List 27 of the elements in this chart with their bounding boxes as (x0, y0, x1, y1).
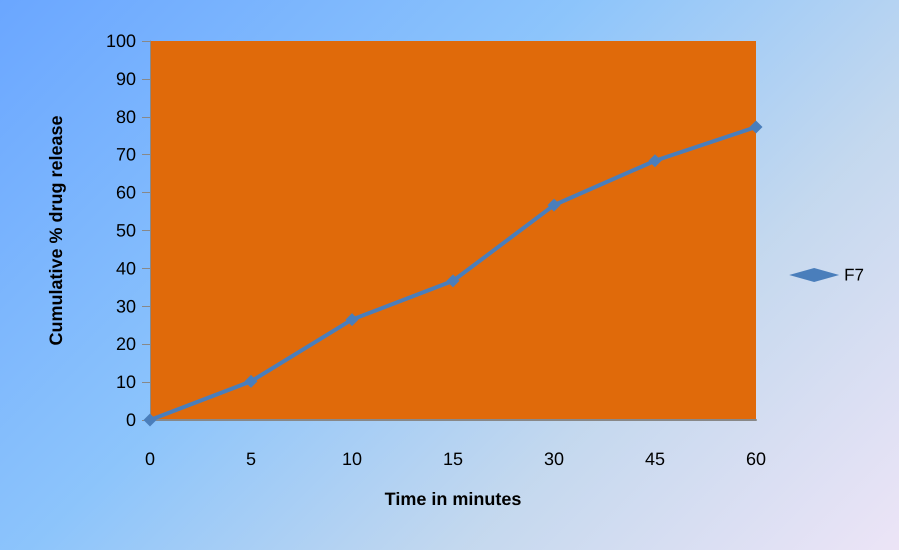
x-tick-label: 15 (442, 449, 464, 469)
point (548, 198, 560, 212)
y-tick-label: 80 (116, 106, 136, 127)
point (346, 313, 358, 326)
y-tick-label: 70 (116, 144, 136, 165)
legend-label: F7 (844, 266, 864, 284)
y-tick-label: 20 (116, 334, 136, 354)
x-axis-title: Time in minutes (384, 489, 522, 509)
x-tick-label: 60 (746, 449, 766, 469)
y-axis-title: Cumulative % drug release (46, 115, 66, 346)
x-tick-label: 45 (644, 449, 666, 469)
y-tick-label: 10 (116, 372, 136, 392)
point (446, 274, 460, 288)
y-tick-label: 40 (116, 258, 136, 278)
point (750, 120, 762, 134)
y-tick-label: 100 (106, 31, 136, 51)
y-tick-label: 60 (116, 182, 136, 203)
y-tick-label: 50 (116, 220, 136, 240)
point (244, 374, 258, 388)
y-tick-label: 90 (116, 68, 136, 89)
x-tick-label: 30 (544, 449, 564, 469)
y-tick-label: 0 (126, 410, 136, 430)
x-tick-label: 5 (246, 449, 256, 469)
x-tick-label: 0 (144, 449, 156, 469)
y-tick-label: 30 (116, 296, 136, 316)
point (648, 154, 662, 168)
x-tick-label: 10 (342, 449, 362, 469)
